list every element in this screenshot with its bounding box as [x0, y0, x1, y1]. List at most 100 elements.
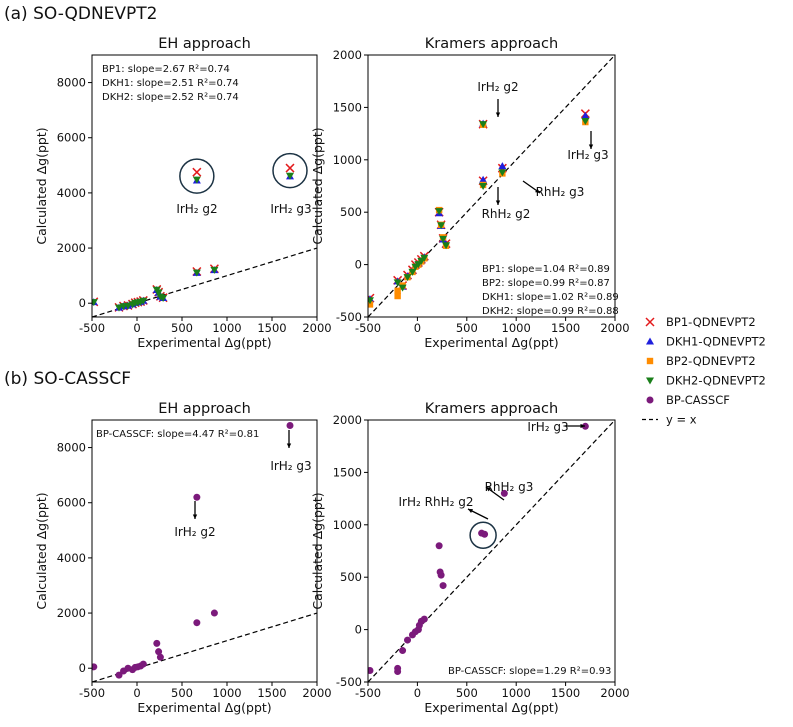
annotation-label: IrH₂ g3 [527, 420, 568, 434]
data-point [285, 163, 295, 173]
annotation-arrowhead [588, 144, 594, 149]
data-point [439, 582, 447, 590]
data-point [394, 287, 401, 294]
plot-frame [367, 54, 616, 318]
data-point [479, 183, 488, 190]
section-label-b: (b) SO-CASSCF [4, 369, 131, 389]
x-tick-label: 1500 [257, 686, 286, 700]
data-point [437, 571, 445, 579]
chart-title: EH approach [158, 36, 251, 52]
data-layer [92, 422, 294, 679]
x-axis-label: Experimental Δg(ppt) [137, 700, 271, 715]
annotation-label: IrH₂ g2 [477, 80, 518, 94]
y-tick-label: 6000 [57, 496, 86, 510]
legend-label: y = x [666, 413, 697, 427]
x-tick-label: -500 [355, 321, 381, 335]
x-tick-label: 0 [133, 686, 140, 700]
y-tick-label: 500 [340, 205, 362, 219]
data-point [439, 235, 448, 243]
data-point [435, 208, 444, 216]
y-axis-label: Calculated Δg(ppt) [34, 127, 49, 244]
data-point [368, 301, 374, 308]
x-axis-label: Experimental Δg(ppt) [424, 335, 558, 350]
x-tick-label: 500 [171, 686, 193, 700]
data-point [210, 609, 218, 617]
chart-b-kr: Kramers approach -500 0 500 1000 1500 2000 -500… [310, 401, 630, 715]
x-tick-label: 1000 [502, 321, 531, 335]
annotation-arrowhead [580, 423, 585, 429]
data-point [500, 489, 508, 497]
legend-marker [646, 357, 654, 365]
data-layer [368, 109, 590, 308]
data-point [154, 289, 163, 297]
x-axis-label: Experimental Δg(ppt) [424, 700, 558, 715]
y-tick-label: 8000 [57, 76, 86, 90]
data-point [192, 269, 201, 277]
data-point [420, 615, 428, 623]
annotation-label: RhH₂ g3 [485, 480, 534, 494]
annotation-arrowhead [286, 443, 292, 448]
data-point [393, 279, 402, 287]
data-point [193, 619, 201, 627]
y-axis-label: Calculated Δg(ppt) [310, 127, 325, 244]
data-point [210, 266, 219, 274]
data-point [139, 660, 147, 668]
data-point [394, 292, 401, 300]
x-tick-label: 500 [456, 686, 478, 700]
y-tick-label: 0 [355, 258, 362, 272]
x-tick-label: 500 [456, 321, 478, 335]
data-point [115, 671, 123, 679]
x-tick-label: -500 [79, 321, 105, 335]
annotation-arrowhead [486, 487, 491, 492]
stats-line: DKH2: slope=0.99 R²=0.88 [482, 306, 619, 317]
data-point [192, 176, 201, 184]
data-point [156, 653, 164, 661]
data-point [286, 172, 294, 180]
annotation-circle [179, 158, 215, 194]
data-point [368, 297, 374, 305]
annotation-circle [469, 521, 497, 549]
annotation-label: IrH₂ g2 [174, 525, 215, 539]
stats-line: BP2: slope=0.99 R²=0.87 [482, 278, 610, 289]
data-point [481, 530, 489, 538]
stats-line: DKH1: slope=1.02 R²=0.89 [482, 292, 619, 303]
x-tick-label: 1500 [551, 321, 580, 335]
chart-title: EH approach [158, 401, 251, 417]
y-tick-label: 2000 [333, 413, 362, 427]
x-tick-label: -500 [355, 686, 381, 700]
data-point [398, 284, 407, 292]
plot-frame [367, 419, 616, 683]
data-point [192, 167, 202, 177]
data-point [139, 297, 148, 305]
plot-frame [91, 54, 318, 318]
legend-marker [646, 396, 654, 404]
x-tick-label: 500 [171, 321, 193, 335]
legend-marker [646, 377, 654, 385]
x-tick-label: 1000 [502, 686, 531, 700]
x-tick-label: 2000 [600, 686, 629, 700]
legend-label: DKH2-QDNEVPT2 [666, 374, 766, 388]
y-axis-label: Calculated Δg(ppt) [310, 492, 325, 609]
data-point [155, 648, 163, 656]
data-point [408, 268, 417, 276]
x-axis-label: Experimental Δg(ppt) [137, 335, 271, 350]
x-tick-label: 2000 [302, 686, 331, 700]
legend: BP1-QDNEVPT2 DKH1-QDNEVPT2 BP2-QDNEVPT2 DKH… [642, 315, 766, 427]
annotation-arrowhead [192, 514, 198, 519]
x-tick-label: 0 [414, 321, 421, 335]
annotation-label: IrH₂ g3 [270, 202, 311, 216]
data-layer [368, 422, 589, 676]
x-tick-label: 0 [133, 321, 140, 335]
data-point [435, 542, 443, 550]
data-point [404, 636, 412, 644]
annotation-arrowhead [468, 509, 473, 513]
stats-line: BP1: slope=2.67 R²=0.74 [102, 64, 230, 75]
legend-marker [646, 337, 654, 345]
chart-a-kr: Kramers approach -500 0 500 1000 1500 2000 -500… [310, 36, 630, 350]
annotation-label: RhH₂ g3 [536, 185, 585, 199]
data-point [153, 639, 161, 647]
data-point [437, 222, 446, 230]
reference-line-y-equals-x [92, 247, 317, 317]
legend-label: DKH1-QDNEVPT2 [666, 335, 766, 349]
stats-line: DKH1: slope=2.51 R²=0.74 [102, 78, 239, 89]
